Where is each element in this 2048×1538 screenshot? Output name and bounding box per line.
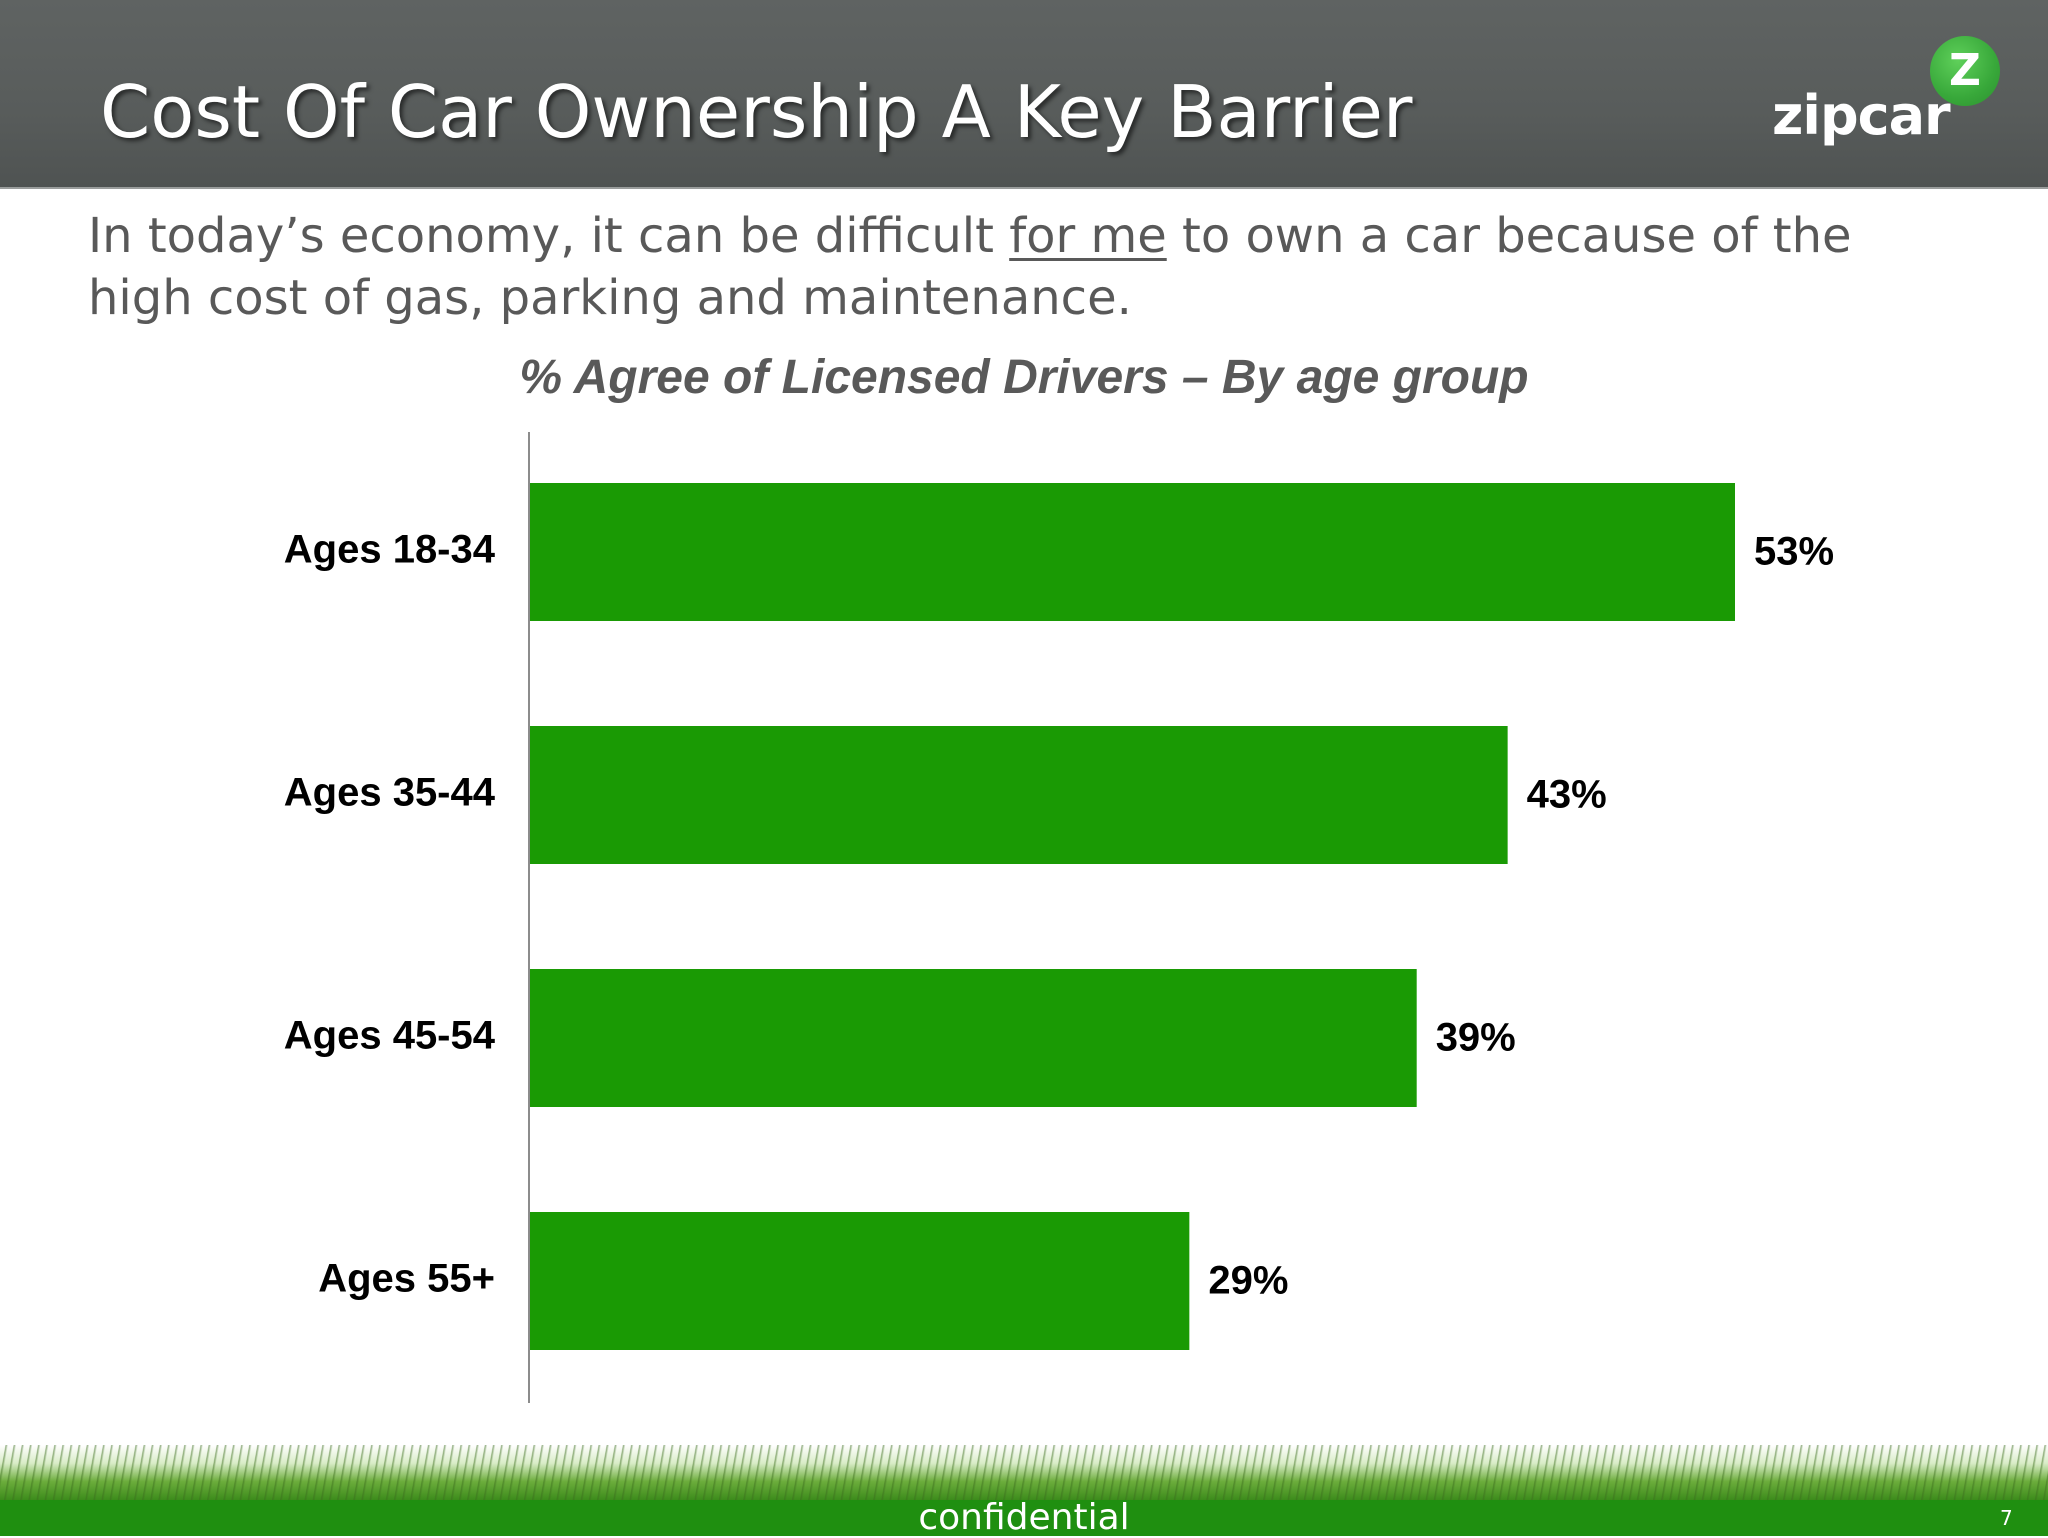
value-label-1: 53% [1754, 530, 1834, 574]
zipcar-logo-icon: Z [1930, 36, 2000, 106]
header-bar: Cost Of Car Ownership A Key Barrier Z zi… [0, 0, 2048, 189]
value-label-2: 43% [1527, 773, 1607, 817]
bar-2 [530, 726, 1508, 864]
value-label-4: 29% [1208, 1259, 1288, 1303]
bar-1 [530, 483, 1735, 621]
confidential-label: confidential [918, 1497, 1130, 1538]
zipcar-logo: Z zipcar [1770, 36, 2010, 156]
bar-4 [530, 1212, 1190, 1350]
logo-mark: Z [1949, 45, 1981, 96]
statement-text-end: to own a car because of the high cost of… [88, 208, 1852, 326]
statement-text-start: In today’s economy, it can be difficult [88, 208, 1010, 264]
chart-title: % Agree of Licensed Drivers – By age gro… [519, 351, 1529, 404]
survey-statement: In today’s economy, it can be difficult … [88, 205, 1968, 329]
footer-strip [0, 1500, 2048, 1536]
value-label-3: 39% [1436, 1016, 1516, 1060]
slide-title: Cost Of Car Ownership A Key Barrier [100, 70, 1413, 154]
logo-text: zipcar [1772, 84, 1951, 147]
category-label-2: Ages 35-44 [284, 771, 496, 815]
grass-blades [0, 1445, 2048, 1505]
category-label-3: Ages 45-54 [284, 1014, 496, 1058]
statement-underlined-text: for me [1009, 208, 1167, 264]
page-number: 7 [2000, 1506, 2013, 1530]
bar-chart: Ages 18-34 53% Ages 35-44 43% Ages 45-54 39% A… [284, 432, 1834, 1403]
bar-3 [530, 969, 1417, 1107]
category-label-1: Ages 18-34 [284, 528, 496, 572]
category-label-4: Ages 55+ [318, 1257, 495, 1301]
